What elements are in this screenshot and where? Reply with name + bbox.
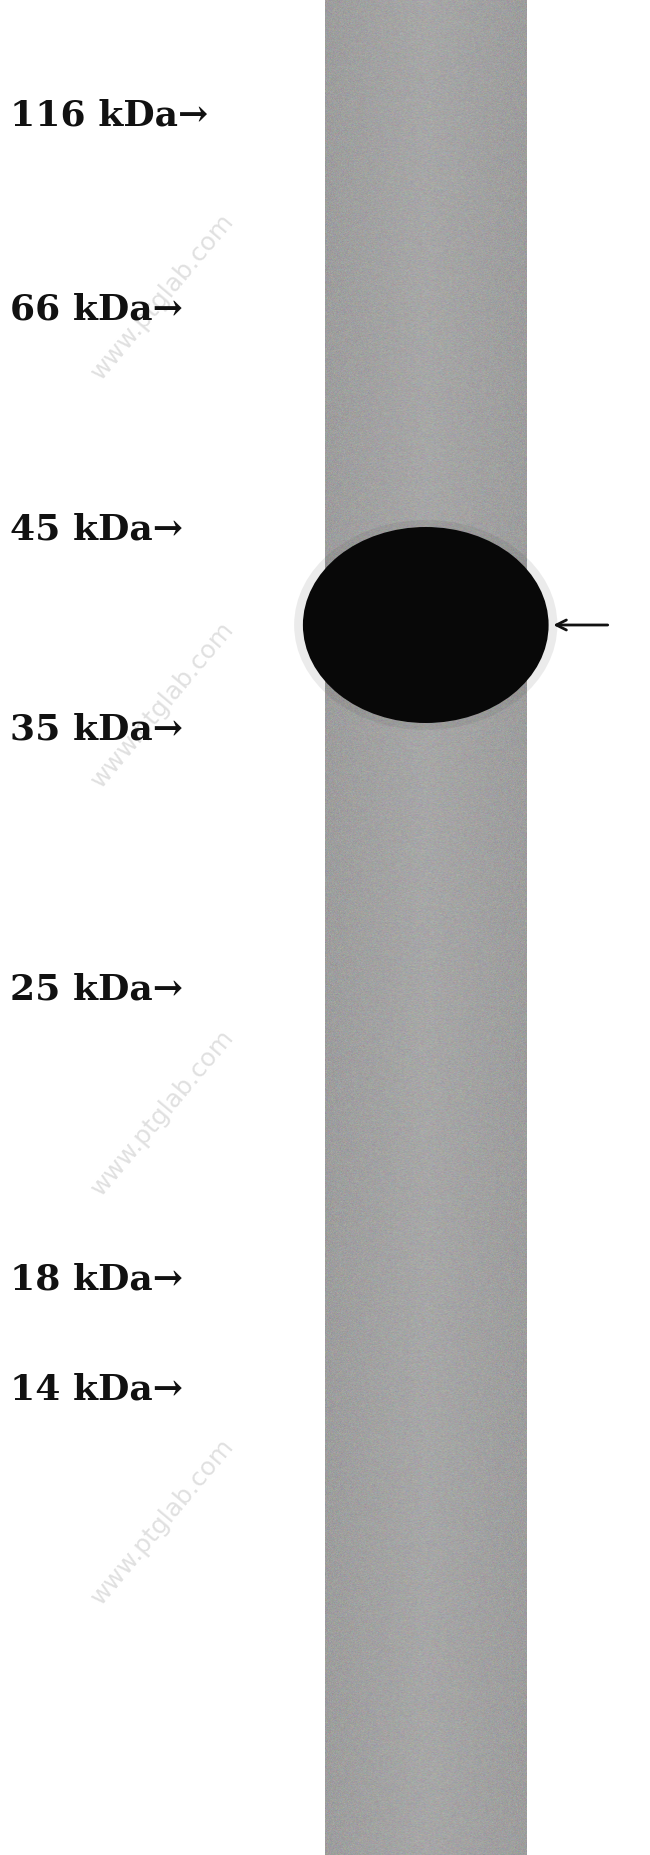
Text: 116 kDa→: 116 kDa→: [10, 98, 208, 132]
Text: www.ptglab.com: www.ptglab.com: [86, 1434, 239, 1608]
Text: 35 kDa→: 35 kDa→: [10, 712, 183, 748]
Ellipse shape: [294, 519, 558, 731]
Text: www.ptglab.com: www.ptglab.com: [86, 618, 239, 792]
Text: 25 kDa→: 25 kDa→: [10, 974, 183, 1007]
Text: 45 kDa→: 45 kDa→: [10, 514, 183, 547]
Ellipse shape: [320, 542, 531, 709]
Text: www.ptglab.com: www.ptglab.com: [86, 1026, 239, 1200]
Text: www.ptglab.com: www.ptglab.com: [86, 210, 239, 384]
Text: 14 kDa→: 14 kDa→: [10, 1373, 183, 1406]
Ellipse shape: [312, 534, 540, 716]
Ellipse shape: [303, 527, 549, 723]
Text: 18 kDa→: 18 kDa→: [10, 1263, 183, 1297]
Ellipse shape: [338, 555, 514, 696]
Text: 66 kDa→: 66 kDa→: [10, 293, 183, 326]
